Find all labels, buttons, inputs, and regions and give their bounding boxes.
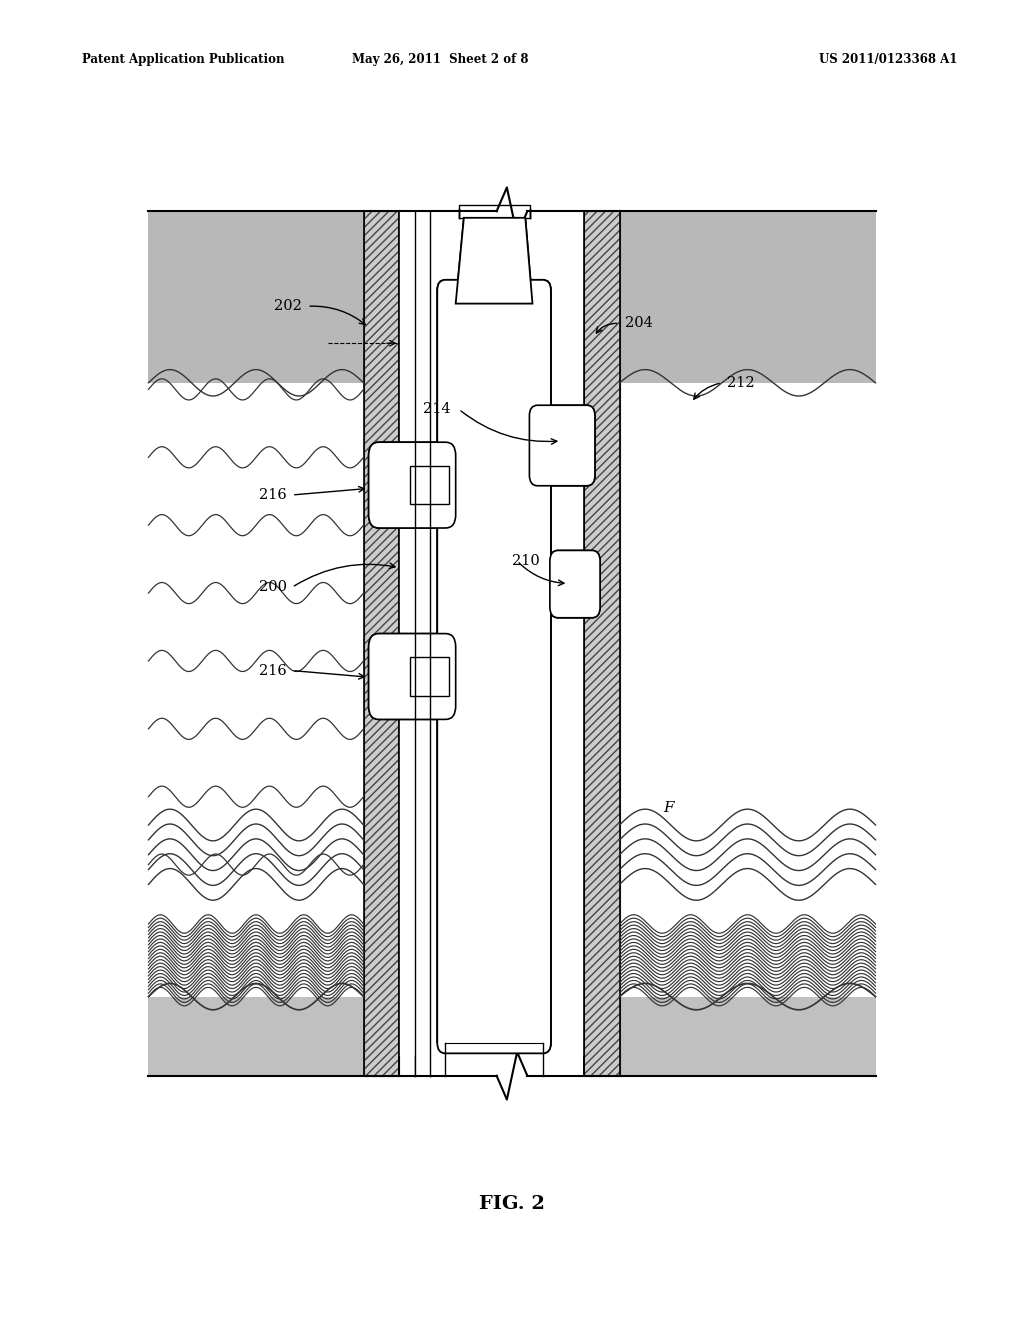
Bar [148, 211, 364, 383]
Bar [364, 211, 399, 1076]
Bar [399, 158, 584, 1056]
Text: Patent Application Publication: Patent Application Publication [82, 53, 285, 66]
Text: 214: 214 [423, 403, 451, 416]
Bar [584, 211, 620, 1076]
Bar [620, 211, 876, 383]
Text: F: F [664, 801, 674, 814]
FancyBboxPatch shape [369, 634, 456, 719]
Bar [410, 657, 449, 696]
FancyBboxPatch shape [550, 550, 600, 618]
FancyBboxPatch shape [369, 442, 456, 528]
Bar [410, 657, 449, 696]
Bar [410, 466, 449, 504]
Text: 216: 216 [259, 488, 287, 502]
FancyBboxPatch shape [529, 405, 595, 486]
FancyBboxPatch shape [369, 442, 456, 528]
FancyBboxPatch shape [550, 550, 600, 618]
Bar [410, 466, 449, 504]
Text: 202: 202 [274, 300, 302, 313]
FancyBboxPatch shape [369, 634, 456, 719]
Bar [148, 997, 364, 1076]
Text: US 2011/0123368 A1: US 2011/0123368 A1 [819, 53, 957, 66]
Text: FIG. 2: FIG. 2 [479, 1195, 545, 1213]
Text: 210: 210 [512, 554, 540, 568]
Text: 204: 204 [625, 317, 652, 330]
Bar [399, 211, 584, 383]
Text: 200: 200 [259, 581, 287, 594]
Text: May 26, 2011  Sheet 2 of 8: May 26, 2011 Sheet 2 of 8 [352, 53, 528, 66]
Text: 212: 212 [727, 376, 755, 389]
Polygon shape [456, 218, 532, 304]
FancyBboxPatch shape [529, 405, 595, 486]
FancyBboxPatch shape [437, 280, 551, 1053]
Text: 216: 216 [259, 664, 287, 677]
Bar [620, 997, 876, 1076]
FancyBboxPatch shape [437, 280, 551, 1053]
Polygon shape [456, 218, 532, 304]
